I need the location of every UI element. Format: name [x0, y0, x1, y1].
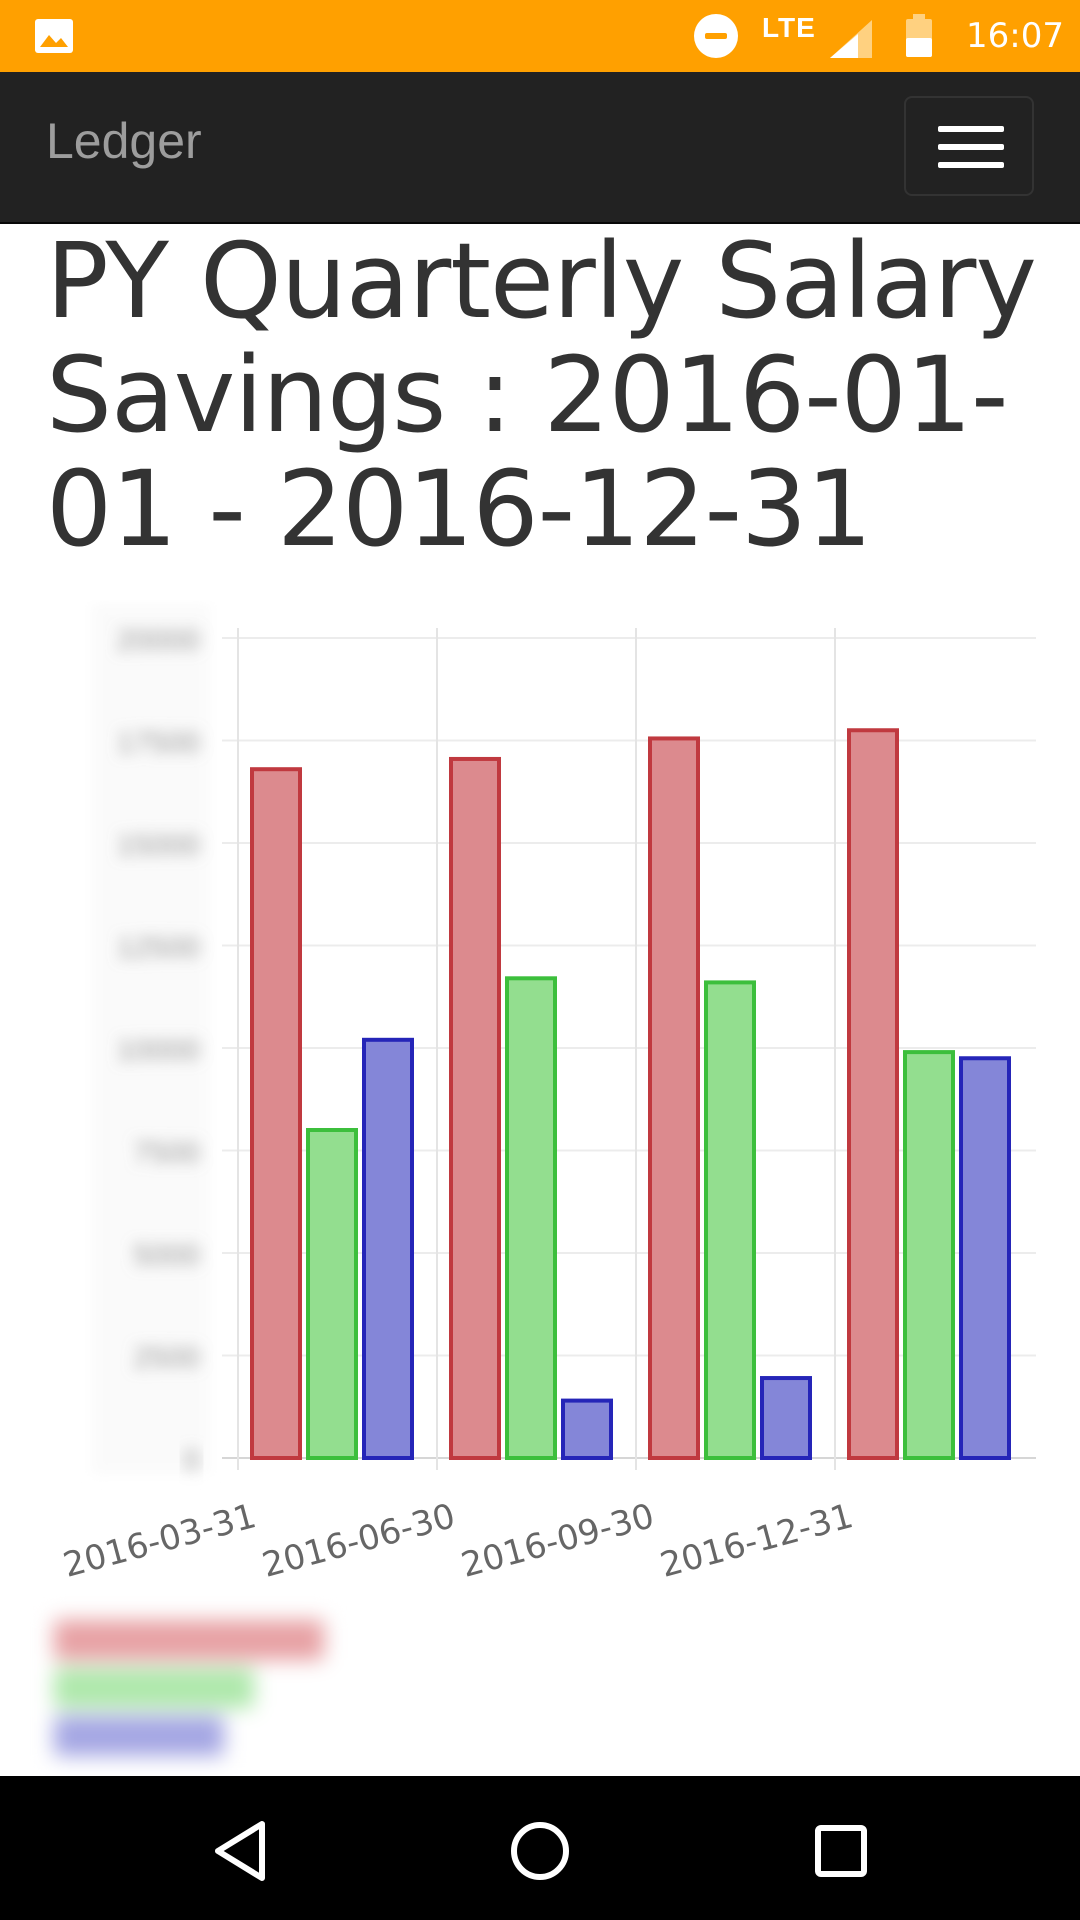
- bar-series-1: [648, 736, 700, 1460]
- status-time: 16:07: [966, 16, 1064, 56]
- network-type: LTE: [762, 12, 816, 43]
- back-icon[interactable]: [206, 1816, 276, 1886]
- y-tick-label: 7500: [133, 1137, 200, 1170]
- x-tick-label: 2016-12-31: [656, 1496, 857, 1580]
- system-navigation-bar: [0, 1776, 1080, 1920]
- bar-series-1: [449, 756, 501, 1460]
- bar-series-3: [362, 1037, 414, 1460]
- y-axis-blur-panel: [92, 604, 210, 1474]
- legend-swatch-series-3: [54, 1716, 224, 1756]
- y-tick-label: 0: [183, 1444, 200, 1477]
- y-tick-label: 10000: [117, 1034, 200, 1067]
- brand-link[interactable]: Ledger: [46, 113, 202, 169]
- y-tick-label: 12500: [117, 932, 200, 965]
- recents-icon[interactable]: [806, 1816, 876, 1886]
- chart-svg: 0 2500 5000 7500 10000 12500 15000 17500 20000 2…: [59, 604, 1036, 1586]
- top-navbar: Ledger: [0, 72, 1080, 224]
- home-icon[interactable]: [505, 1816, 575, 1886]
- x-tick-label: 2016-09-30: [457, 1496, 658, 1580]
- battery-icon: [906, 14, 932, 57]
- bar-series-1: [250, 767, 302, 1460]
- bar-series-3: [959, 1056, 1011, 1460]
- bar-series-3: [561, 1398, 613, 1460]
- bar-series-2: [704, 980, 756, 1460]
- y-tick-label: 2500: [133, 1342, 200, 1375]
- chart-bars: [250, 728, 1011, 1460]
- gallery-icon: [35, 19, 73, 53]
- signal-icon: [830, 20, 872, 58]
- bar-series-2: [903, 1050, 955, 1460]
- y-tick-label: 5000: [133, 1239, 200, 1272]
- bar-series-3: [760, 1376, 812, 1460]
- x-tick-label: 2016-03-31: [59, 1496, 260, 1580]
- y-tick-label: 15000: [117, 829, 200, 862]
- bar-series-2: [306, 1128, 358, 1460]
- y-tick-label: 20000: [117, 624, 200, 657]
- page-title: PY Quarterly Salary Savings : 2016-01-01…: [46, 220, 1037, 570]
- chart-legend: [42, 1606, 338, 1776]
- menu-toggle-button[interactable]: [904, 96, 1034, 196]
- y-axis-ticks: 0 2500 5000 7500 10000 12500 15000 17500 20000: [117, 624, 200, 1477]
- legend-swatch-series-1: [54, 1620, 324, 1660]
- status-bar: LTE 16:07: [0, 0, 1080, 72]
- x-tick-label: 2016-06-30: [258, 1496, 459, 1580]
- bar-series-2: [505, 976, 557, 1460]
- legend-swatch-series-2: [54, 1668, 254, 1708]
- do-not-disturb-icon: [694, 14, 738, 58]
- bar-series-1: [847, 728, 899, 1460]
- bar-chart: 0 2500 5000 7500 10000 12500 15000 17500 20000 2…: [0, 600, 1080, 1586]
- y-tick-label: 17500: [117, 727, 200, 760]
